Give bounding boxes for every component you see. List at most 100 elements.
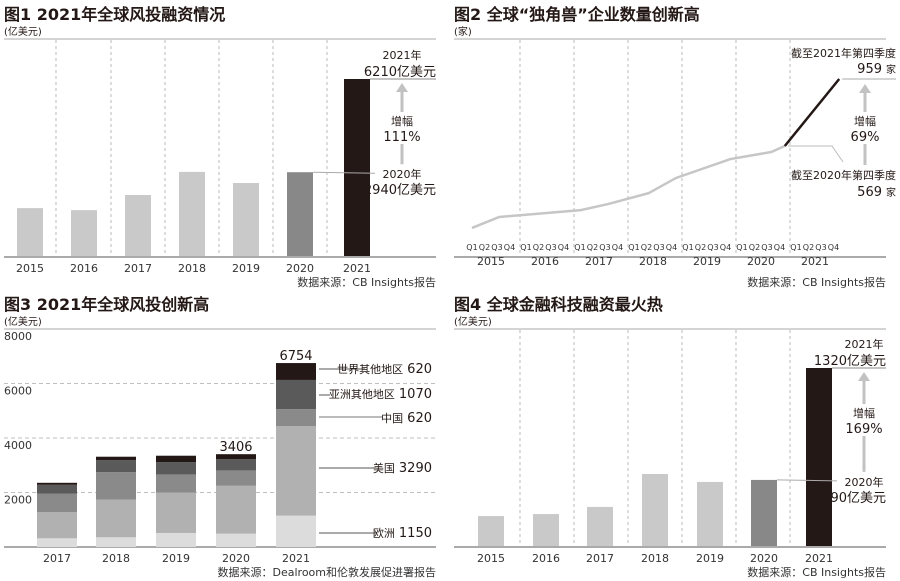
quarter-tick-label: Q3 xyxy=(599,243,610,252)
bar-segment-2021-4 xyxy=(276,363,316,380)
bar-2018 xyxy=(642,473,668,546)
chart-1-svg: 图1 2021年全球风投融资情况(亿美元)数据来源：CB Insights报告2… xyxy=(4,5,436,289)
unit-label: (亿美元) xyxy=(454,315,492,328)
quarter-tick-label: Q4 xyxy=(774,243,785,252)
annotation-top-year: 2021年 xyxy=(845,337,884,351)
unit-label: (亿美元) xyxy=(4,25,42,38)
legend-entry: 美国 3290 xyxy=(373,461,432,476)
growth-arrow-head xyxy=(858,372,870,381)
bar-segment-2018-3 xyxy=(96,460,136,473)
quarter-tick-label: Q2 xyxy=(695,243,706,252)
legend-entry: 中国 620 xyxy=(381,411,432,426)
growth-label: 增幅 xyxy=(853,406,875,420)
growth-arrow-head xyxy=(859,83,871,93)
annotation-top-label: 截至2021年第四季度 xyxy=(791,46,896,60)
source-note: 数据来源：CB Insights报告 xyxy=(747,565,886,579)
quarter-tick-label: Q1 xyxy=(628,243,639,252)
x-tick-label: 2020 xyxy=(750,552,778,565)
growth-value: 69% xyxy=(851,130,880,145)
year-tick-label: 2017 xyxy=(585,255,613,268)
growth-label-bg xyxy=(380,112,424,144)
bar-2020 xyxy=(287,172,313,256)
annotation-top-value: 1320亿美元 xyxy=(814,354,886,369)
chart-title: 图4 全球金融科技融资最火热 xyxy=(454,295,663,314)
bar-segment-2017-2 xyxy=(37,493,77,513)
quarter-tick-label: Q1 xyxy=(574,243,585,252)
growth-label: 增幅 xyxy=(854,114,876,128)
annotation-prev-year: 2020年 xyxy=(383,167,422,181)
year-tick-label: 2015 xyxy=(477,255,505,268)
x-tick-label: 2015 xyxy=(477,552,505,565)
source-note: 数据来源：CB Insights报告 xyxy=(747,275,886,289)
quarter-tick-label: Q2 xyxy=(641,243,652,252)
quarter-tick-label: Q4 xyxy=(828,243,839,252)
bar-2016 xyxy=(71,210,97,256)
bar-segment-2019-3 xyxy=(156,462,196,475)
x-tick-label: 2016 xyxy=(70,262,98,275)
bar-2019 xyxy=(233,183,259,256)
bar-segment-2018-1 xyxy=(96,499,136,538)
legend-name: 中国 xyxy=(381,412,403,425)
bar-2018 xyxy=(179,171,205,256)
unicorn-line-2015-2020 xyxy=(471,144,786,230)
bar-segment-2020-0 xyxy=(216,533,256,547)
prev-value-leader xyxy=(776,479,838,482)
legend-value: 1150 xyxy=(399,526,432,541)
quarter-tick-label: Q1 xyxy=(790,243,801,252)
x-tick-label: 2020 xyxy=(222,552,250,565)
prev-value-leader xyxy=(312,171,376,174)
legend-name: 亚洲其他地区 xyxy=(329,388,395,401)
source-note: 数据来源：CB Insights报告 xyxy=(297,275,436,289)
year-tick-label: 2016 xyxy=(531,255,559,268)
quarter-tick-label: Q4 xyxy=(666,243,677,252)
bar-segment-2021-0 xyxy=(276,515,316,547)
growth-arrow-head xyxy=(396,83,408,92)
year-tick-label: 2019 xyxy=(693,255,721,268)
bar-segment-2017-3 xyxy=(37,484,77,494)
quarter-tick-label: Q1 xyxy=(682,243,693,252)
bar-segment-2019-2 xyxy=(156,474,196,493)
y-tick-label: 6000 xyxy=(4,385,32,398)
annotation-top-unit: 家 xyxy=(886,63,896,76)
x-tick-label: 2021 xyxy=(805,552,833,565)
x-tick-label: 2017 xyxy=(124,262,152,275)
bar-2021 xyxy=(344,79,370,256)
quarter-tick-label: Q2 xyxy=(479,243,490,252)
chart-3-svg: 图3 2021年全球风投创新高(亿美元) 数据来源：Dealroom和伦敦发展促进… xyxy=(4,295,436,579)
chart-4-fintech: 图4 全球金融科技融资最火热 (亿美元) 数据来源：CB Insights报告 201… xyxy=(450,290,900,580)
x-tick-label: 2021 xyxy=(282,552,310,565)
annotation-top-year: 2021年 xyxy=(383,48,422,62)
bar-segment-2017-1 xyxy=(37,512,77,539)
x-tick-label: 2020 xyxy=(286,262,314,275)
growth-label-bg xyxy=(842,404,886,436)
legend-entry: 欧洲 1150 xyxy=(373,526,432,541)
chart-4-svg: 图4 全球金融科技融资最火热(亿美元) 数据来源：CB Insights报告 201… xyxy=(454,295,886,579)
bar-2016 xyxy=(533,514,559,546)
quarter-tick-label: Q3 xyxy=(815,243,826,252)
bar-segment-2019-4 xyxy=(156,455,196,463)
growth-label-bg xyxy=(845,112,885,144)
legend-value: 1070 xyxy=(399,387,432,402)
bar-segment-2021-2 xyxy=(276,409,316,427)
quarter-tick-label: Q3 xyxy=(707,243,718,252)
growth-value: 169% xyxy=(845,422,882,437)
quarter-tick-label: Q4 xyxy=(558,243,569,252)
legend-name: 美国 xyxy=(373,462,395,475)
legend-entry: 世界其他地区 620 xyxy=(337,362,432,377)
chart-title: 图1 2021年全球风投融资情况 xyxy=(4,5,225,24)
bar-2021 xyxy=(806,368,832,546)
bar-segment-2021-1 xyxy=(276,426,316,516)
quarter-tick-label: Q1 xyxy=(520,243,531,252)
chart-2-unicorns: 图2 全球“独角兽”企业数量创新高 (家) 数据来源：CB Insights报告 Q1… xyxy=(450,0,900,290)
x-tick-label: 2019 xyxy=(696,552,724,565)
x-tick-label: 2018 xyxy=(102,552,130,565)
y-tick-label: 8000 xyxy=(4,330,32,343)
bar-2015 xyxy=(17,208,43,256)
legend-value: 620 xyxy=(407,362,432,377)
bar-segment-2017-4 xyxy=(37,482,77,485)
quarter-tick-label: Q3 xyxy=(545,243,556,252)
x-tick-label: 2019 xyxy=(162,552,190,565)
bar-segment-2020-1 xyxy=(216,485,256,534)
annotation-prev-value: 490亿美元 xyxy=(822,491,886,506)
